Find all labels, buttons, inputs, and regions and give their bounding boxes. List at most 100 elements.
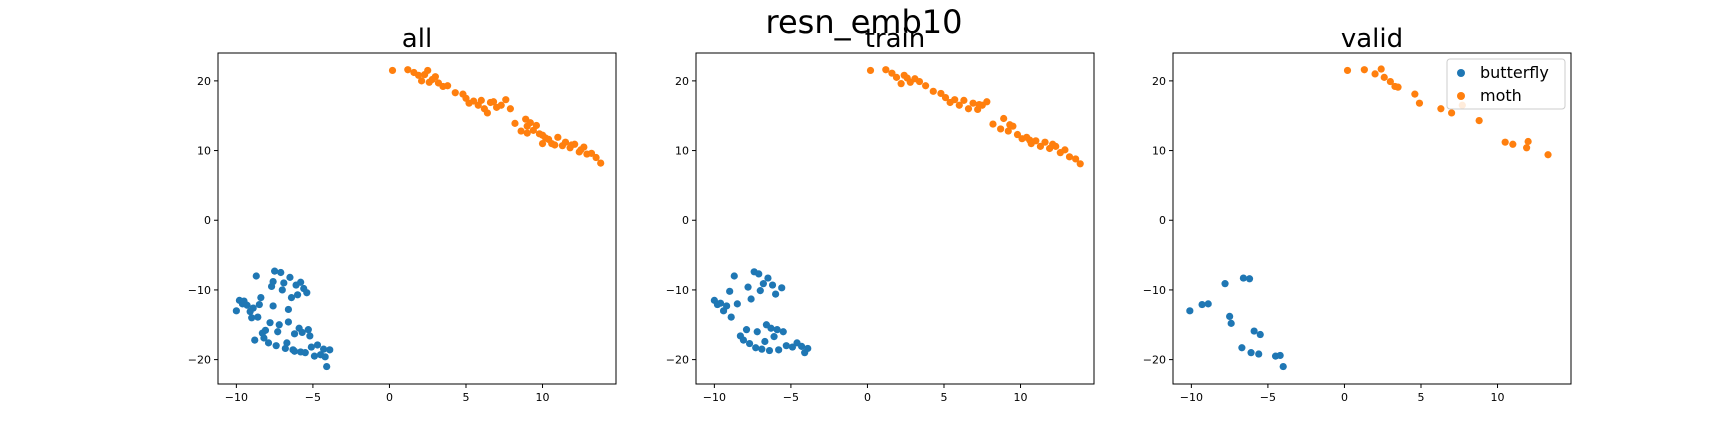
- subplot-title: valid: [1341, 24, 1403, 54]
- x-tick-label: −10: [225, 391, 248, 404]
- x-tick-label: −5: [1260, 391, 1276, 404]
- data-point-moth: [1076, 160, 1084, 168]
- data-point-moth: [941, 93, 950, 102]
- data-point-butterfly: [1256, 330, 1264, 339]
- data-point-butterfly: [257, 293, 265, 302]
- data-point-moth: [1032, 137, 1040, 145]
- data-point-moth: [929, 87, 937, 95]
- data-point-butterfly: [255, 300, 263, 309]
- y-tick-label: 20: [197, 75, 211, 88]
- data-point-moth: [1437, 105, 1445, 113]
- subplot-title: train: [865, 24, 926, 54]
- data-point-butterfly: [1276, 351, 1284, 360]
- data-point-moth: [1501, 138, 1509, 146]
- data-point-butterfly: [1221, 280, 1229, 288]
- y-tick-label: −10: [1143, 284, 1166, 297]
- legend-label-butterfly: butterfly: [1480, 63, 1549, 82]
- legend-label-moth: moth: [1480, 86, 1522, 105]
- data-point-moth: [964, 105, 973, 113]
- data-point-butterfly: [727, 313, 735, 321]
- data-point-butterfly: [1198, 300, 1206, 309]
- subplot-title: all: [402, 24, 432, 54]
- data-point-moth: [997, 125, 1005, 133]
- data-point-moth: [969, 99, 977, 107]
- y-tick-label: −20: [188, 354, 211, 367]
- data-point-butterfly: [266, 319, 274, 327]
- data-point-butterfly: [323, 362, 331, 371]
- data-point-butterfly: [1247, 349, 1255, 357]
- y-tick-label: 10: [1152, 145, 1166, 158]
- data-point-butterfly: [274, 328, 282, 336]
- data-point-moth: [1386, 77, 1394, 86]
- data-point-butterfly: [290, 330, 299, 338]
- data-point-butterfly: [739, 336, 748, 344]
- data-point-butterfly: [281, 344, 289, 353]
- data-point-butterfly: [768, 281, 777, 289]
- data-point-butterfly: [1227, 319, 1235, 327]
- data-point-moth: [523, 129, 531, 137]
- data-point-butterfly: [753, 328, 761, 336]
- data-point-butterfly: [248, 314, 256, 322]
- data-point-moth: [470, 97, 478, 105]
- data-point-butterfly: [298, 328, 306, 337]
- data-point-butterfly: [716, 299, 725, 307]
- data-point-moth: [506, 105, 514, 113]
- data-point-butterfly: [254, 313, 262, 321]
- data-point-moth: [451, 89, 459, 97]
- data-point-moth: [404, 66, 412, 74]
- data-point-moth: [1377, 65, 1385, 73]
- data-point-moth: [1006, 121, 1014, 129]
- data-point-moth: [538, 139, 547, 148]
- data-point-butterfly: [320, 345, 328, 353]
- data-point-moth: [955, 101, 963, 109]
- data-point-butterfly: [306, 332, 314, 340]
- x-tick-label: 0: [864, 391, 871, 404]
- data-point-moth: [1524, 137, 1532, 146]
- data-point-moth: [1415, 99, 1424, 107]
- data-point-moth: [526, 119, 534, 127]
- data-point-moth: [882, 66, 890, 74]
- y-tick-label: 0: [204, 214, 211, 227]
- data-point-moth: [975, 100, 983, 109]
- data-point-butterfly: [778, 284, 786, 292]
- data-point-butterfly: [742, 326, 751, 334]
- data-point-moth: [597, 159, 605, 167]
- data-point-butterfly: [290, 347, 299, 355]
- data-point-butterfly: [1279, 362, 1287, 371]
- x-tick-label: 5: [940, 391, 947, 404]
- y-tick-label: 0: [682, 214, 689, 227]
- data-point-butterfly: [767, 324, 775, 332]
- data-point-butterfly: [723, 302, 731, 310]
- y-tick-label: 0: [1159, 214, 1166, 227]
- data-point-moth: [532, 121, 541, 130]
- data-point-moth: [1475, 116, 1483, 125]
- data-point-butterfly: [243, 301, 251, 309]
- data-point-butterfly: [321, 353, 329, 361]
- data-point-butterfly: [264, 339, 273, 347]
- data-point-moth: [577, 146, 585, 154]
- data-point-butterfly: [284, 318, 293, 326]
- data-point-moth: [502, 96, 510, 104]
- data-point-moth: [1049, 140, 1057, 148]
- data-point-butterfly: [280, 279, 288, 287]
- data-point-moth: [1360, 66, 1368, 74]
- x-tick-label: −5: [783, 391, 799, 404]
- data-point-butterfly: [277, 268, 285, 277]
- data-point-moth: [983, 98, 991, 106]
- plot-frame: [695, 52, 1095, 385]
- data-point-butterfly: [765, 346, 774, 355]
- data-point-moth: [989, 120, 997, 128]
- x-tick-label: 5: [462, 391, 469, 404]
- data-point-butterfly: [779, 328, 787, 336]
- data-point-butterfly: [301, 349, 309, 357]
- data-point-moth: [1380, 73, 1388, 81]
- data-point-butterfly: [297, 278, 305, 286]
- data-point-butterfly: [782, 342, 790, 350]
- data-point-butterfly: [761, 337, 769, 346]
- data-point-butterfly: [304, 326, 312, 334]
- data-point-butterfly: [269, 302, 277, 310]
- data-point-butterfly: [798, 342, 806, 350]
- y-tick-label: −10: [188, 284, 211, 297]
- data-point-moth: [1000, 114, 1008, 123]
